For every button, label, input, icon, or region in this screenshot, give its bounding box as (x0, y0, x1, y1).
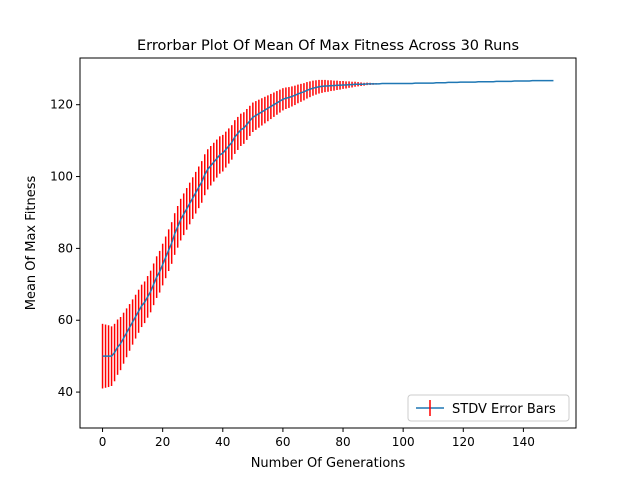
legend: STDV Error Bars (407, 394, 570, 422)
series-line (102, 79, 554, 357)
x-tick-label: 120 (452, 435, 475, 449)
x-tick-label: 140 (512, 435, 535, 449)
x-tick-label: 80 (335, 435, 350, 449)
y-tick-label: 40 (58, 385, 73, 399)
x-axis-ticks: 0 20 40 60 80 100 120 140 (99, 428, 535, 449)
x-axis-label: Number Of Generations (251, 456, 406, 471)
y-tick-label: 100 (50, 170, 73, 184)
x-tick-label: 100 (392, 435, 415, 449)
legend-box (407, 394, 570, 422)
x-tick-label: 40 (215, 435, 230, 449)
line-layer (102, 79, 554, 357)
x-tick-label: 20 (155, 435, 170, 449)
y-axis-label: Mean Of Max Fitness (24, 176, 39, 311)
y-tick-label: 120 (50, 98, 73, 112)
legend-label: STDV Error Bars (452, 402, 556, 417)
y-tick-label: 80 (58, 241, 73, 255)
x-tick-label: 0 (99, 435, 107, 449)
chart-title: Errorbar Plot Of Mean Of Max Fitness Acr… (137, 38, 519, 54)
plot-frame (79, 57, 577, 429)
y-tick-label: 60 (58, 313, 73, 327)
x-tick-label: 60 (275, 435, 290, 449)
plot-area (80, 58, 576, 428)
y-axis-ticks: 40 60 80 100 120 (50, 98, 80, 399)
